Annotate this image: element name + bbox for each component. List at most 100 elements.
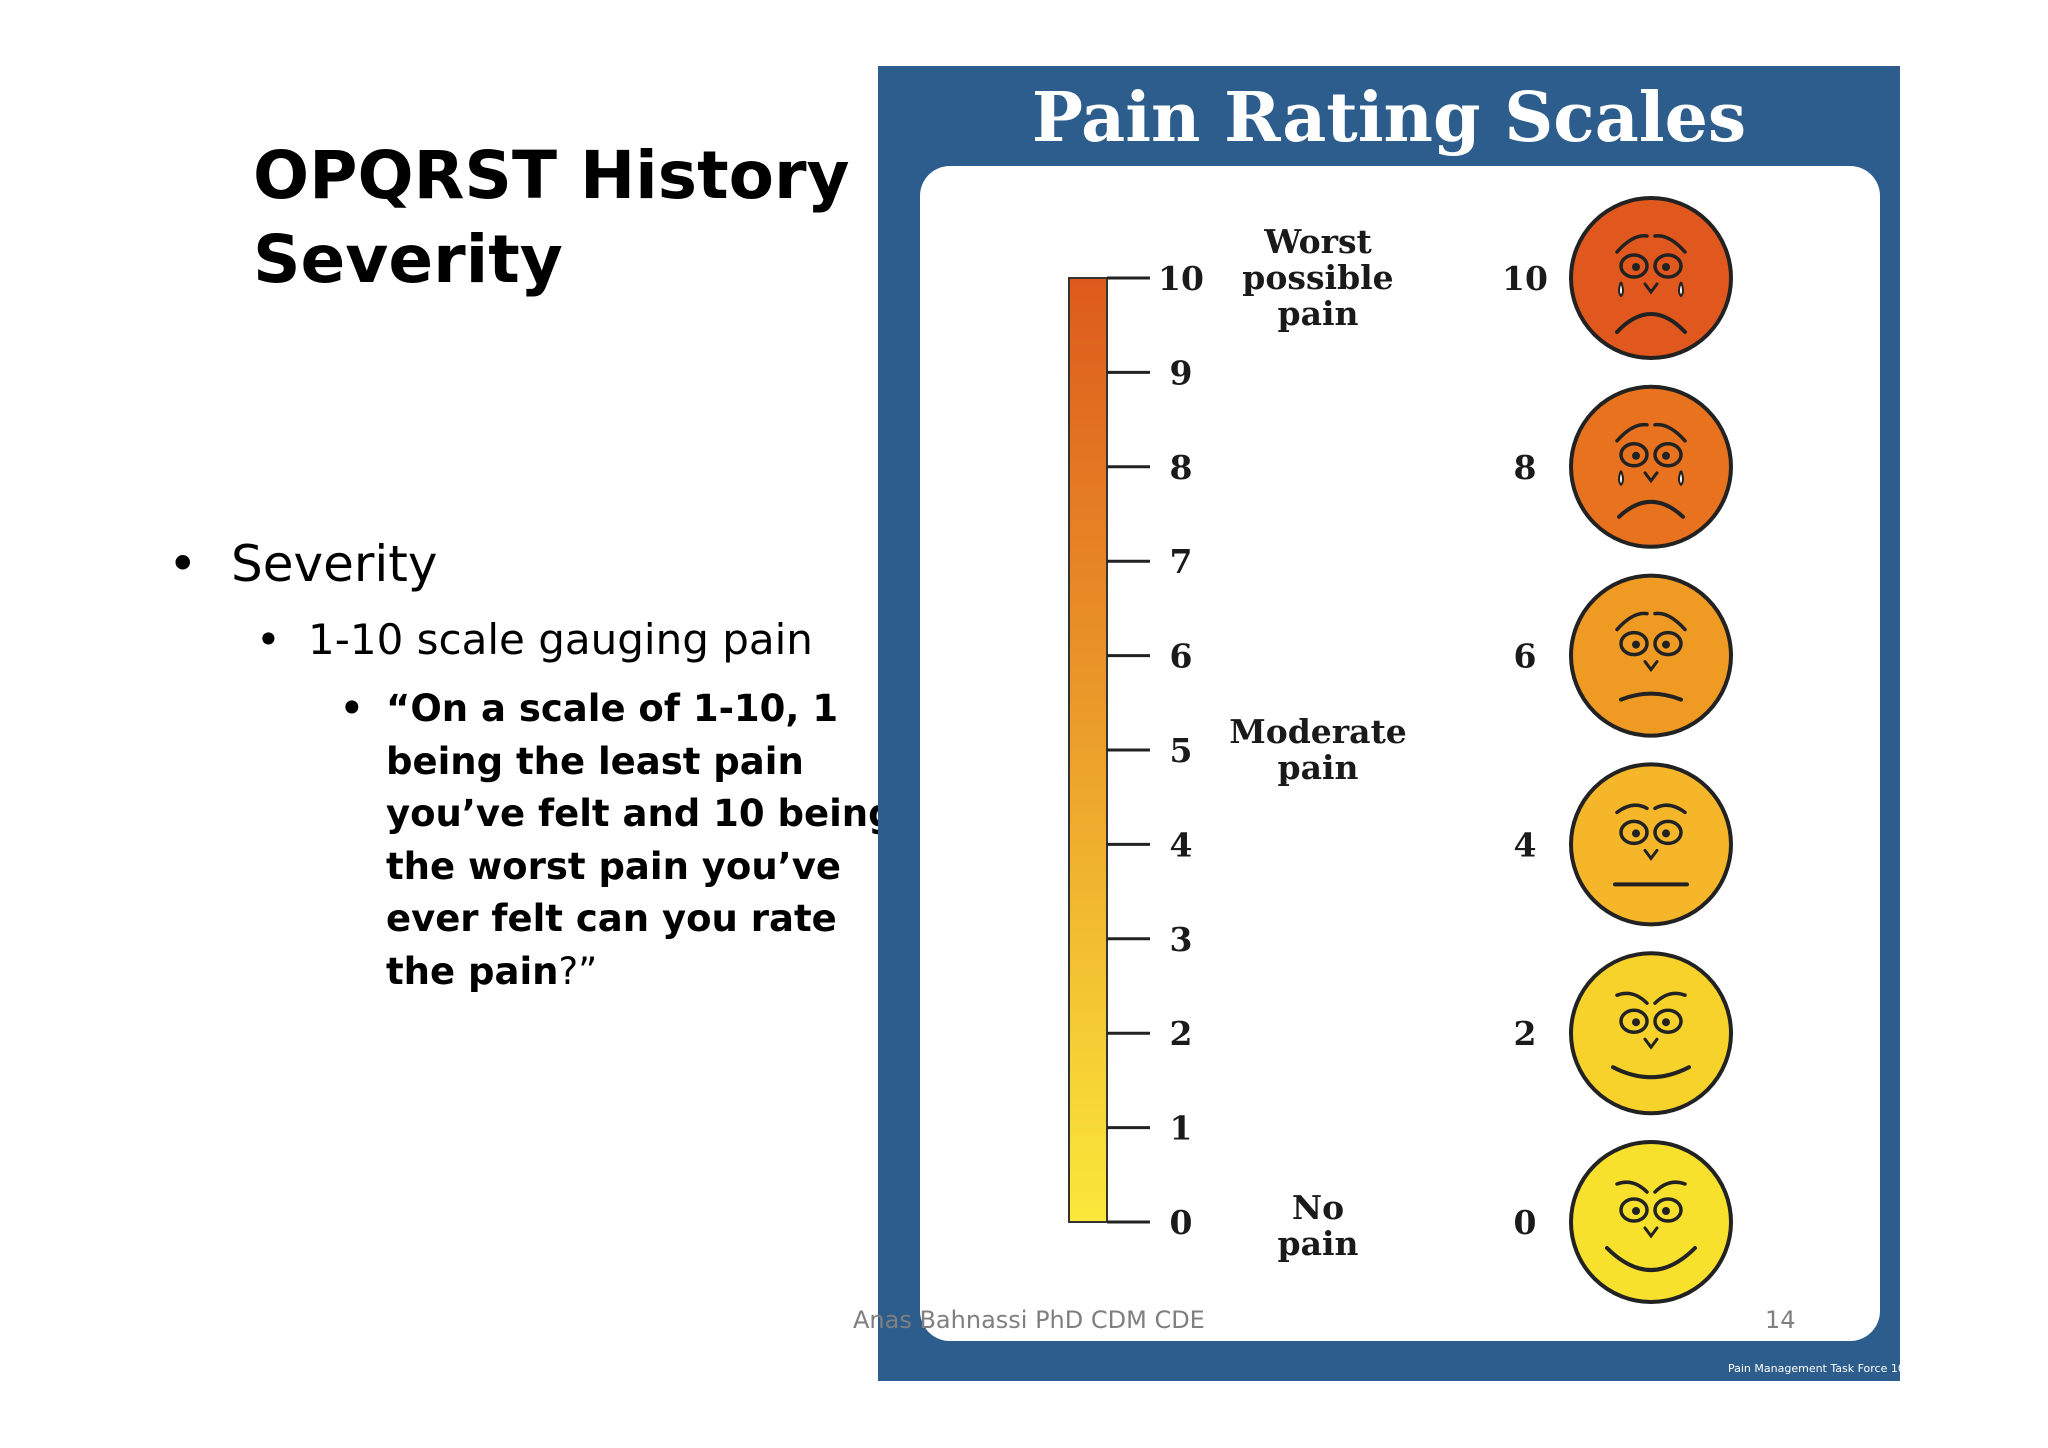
scale-tick-label: 1 <box>1170 1109 1193 1148</box>
face-eye <box>1653 1008 1683 1034</box>
bullet-level1-text: Severity <box>231 535 438 593</box>
face-eye <box>1619 1008 1649 1034</box>
face-mouth <box>1619 691 1683 702</box>
face-pupil <box>1662 829 1670 838</box>
scale-tick-label: 4 <box>1170 825 1193 864</box>
face-tear <box>1618 470 1624 487</box>
scale-tick-label: 6 <box>1170 637 1193 676</box>
face-nose <box>1643 282 1659 295</box>
bullet-level3-text: “On a scale of 1-10, 1 being the least p… <box>386 683 896 998</box>
scale-tick-label: 9 <box>1170 353 1193 392</box>
face-pupil <box>1632 640 1640 649</box>
face-tear <box>1618 281 1624 298</box>
anchor-worst-label: Worst <box>1263 222 1372 261</box>
scale-tick-label: 8 <box>1170 448 1193 487</box>
face-pupil <box>1662 451 1670 460</box>
face-brow <box>1615 991 1649 1005</box>
bullet-level2-text: 1-10 scale gauging pain <box>308 615 813 664</box>
face-nose <box>1643 1226 1659 1239</box>
face-number-label: 4 <box>1514 825 1537 864</box>
face-number-label: 10 <box>1502 259 1548 298</box>
face-pupil <box>1632 451 1640 460</box>
face-eye <box>1653 630 1683 657</box>
scale-tick-label: 2 <box>1170 1014 1193 1053</box>
face-icon <box>1569 762 1733 927</box>
face-eye <box>1653 819 1683 846</box>
face-eye <box>1653 1197 1683 1223</box>
face-pupil <box>1632 1207 1640 1215</box>
bullet-dot: • <box>256 615 281 664</box>
face-eye <box>1619 819 1649 846</box>
face-tear <box>1678 470 1684 487</box>
anchor-worst-label: possible <box>1242 258 1393 297</box>
slide-footer: Anas Bahnassi PhD CDM CDE <box>853 1306 1205 1334</box>
face-brow <box>1615 803 1649 815</box>
anchor-no-pain-label: pain <box>1278 1224 1359 1263</box>
scale-tick-label: 0 <box>1170 1203 1193 1242</box>
face-icon <box>1569 384 1733 549</box>
face-brow <box>1615 422 1649 443</box>
slide-number: 14 <box>1765 1306 1796 1334</box>
face-eye <box>1619 630 1649 657</box>
face-brow <box>1653 422 1687 443</box>
pain-scale-bar <box>1068 277 1108 1223</box>
face-pupil <box>1662 640 1670 649</box>
face-brow <box>1653 991 1687 1005</box>
anchor-worst-label: pain <box>1278 294 1359 333</box>
pain-face-6: 6 <box>1514 573 1733 738</box>
face-pupil <box>1662 1018 1670 1027</box>
bullet-dot: • <box>340 687 364 730</box>
face-nose <box>1643 1037 1659 1050</box>
face-nose <box>1643 660 1659 673</box>
face-icon <box>1569 573 1733 738</box>
anchor-moderate-label: Moderate <box>1229 712 1407 751</box>
pain-face-8: 8 <box>1514 384 1733 549</box>
face-eye <box>1653 442 1683 468</box>
face-mouth <box>1615 312 1687 334</box>
pain-face-4: 4 <box>1514 762 1733 927</box>
face-brow <box>1653 611 1687 632</box>
poster-title: Pain Rating Scales <box>1031 78 1747 158</box>
pain-face-2: 2 <box>1514 951 1733 1116</box>
face-number-label: 8 <box>1514 448 1537 487</box>
face-icon <box>1569 196 1733 360</box>
face-tear <box>1678 281 1684 298</box>
face-mouth <box>1617 499 1685 519</box>
face-pupil <box>1662 1207 1670 1215</box>
face-icon <box>1569 1140 1733 1304</box>
face-pupil <box>1632 263 1640 271</box>
face-pupil <box>1662 263 1670 271</box>
face-eye <box>1619 442 1649 468</box>
scale-tick-label: 10 <box>1158 259 1204 298</box>
face-eye <box>1619 1197 1649 1223</box>
face-eye <box>1653 253 1683 279</box>
scale-tick-label: 7 <box>1170 542 1193 581</box>
face-brow <box>1615 1180 1649 1194</box>
face-brow <box>1653 803 1687 815</box>
face-number-label: 0 <box>1514 1203 1537 1242</box>
poster-credit: Pain Management Task Force 101 <box>1728 1362 1912 1375</box>
pain-face-10: 10 <box>1502 196 1733 360</box>
bullet-dot: • <box>168 535 198 593</box>
face-mouth <box>1611 1065 1691 1080</box>
face-nose <box>1643 471 1659 484</box>
face-brow <box>1653 1180 1687 1194</box>
face-brow <box>1615 611 1649 632</box>
face-eye <box>1619 253 1649 279</box>
scale-tick-label: 5 <box>1170 731 1193 770</box>
quote-tail-text: ?” <box>558 949 598 993</box>
quote-bold-text: “On a scale of 1-10, 1 being the least p… <box>386 687 895 993</box>
slide-title-line1: OPQRST History <box>253 137 850 214</box>
slide-title-line2: Severity <box>253 221 563 298</box>
face-mouth <box>1605 1246 1697 1272</box>
face-pupil <box>1632 829 1640 838</box>
anchor-moderate-label: pain <box>1278 748 1359 787</box>
face-number-label: 2 <box>1514 1014 1537 1053</box>
pain-face-0: 0 <box>1514 1140 1733 1304</box>
anchor-no-pain-label: No <box>1292 1188 1344 1227</box>
face-icon <box>1569 951 1733 1116</box>
slide-title: OPQRST History Severity <box>253 143 873 311</box>
face-brow <box>1653 234 1687 254</box>
face-pupil <box>1632 1018 1640 1027</box>
